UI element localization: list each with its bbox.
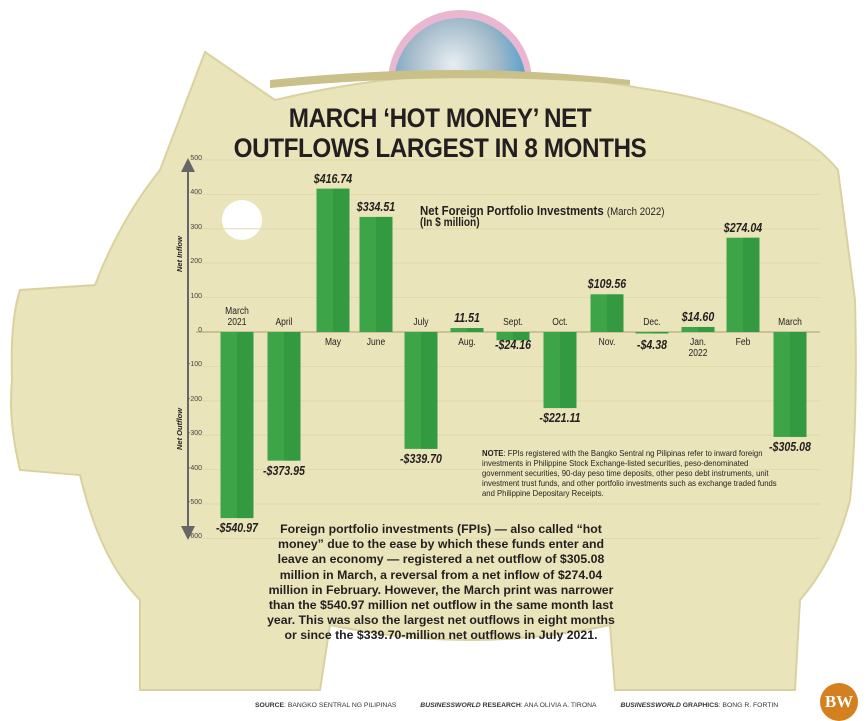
category-label: Sept. bbox=[503, 317, 523, 328]
data-label: $274.04 bbox=[723, 220, 763, 235]
y-tick-label: -300 bbox=[187, 430, 202, 438]
credits-footer: SOURCE: BANGKO SENTRAL NG PILIPINAS BUSI… bbox=[255, 702, 779, 709]
bar-shade bbox=[652, 332, 669, 334]
data-label: -$305.08 bbox=[769, 439, 811, 454]
category-label: Aug. bbox=[458, 337, 476, 348]
category-label: April bbox=[275, 317, 293, 328]
category-label: July bbox=[413, 317, 429, 328]
data-label: -$4.38 bbox=[636, 338, 668, 352]
y-tick-label: -400 bbox=[187, 464, 202, 472]
y-tick-label: -200 bbox=[187, 395, 202, 403]
bar-series bbox=[220, 188, 807, 519]
data-label: -$373.95 bbox=[263, 463, 305, 478]
page-title: MARCH ‘HOT MONEY’ NET OUTFLOWS LARGEST I… bbox=[233, 103, 647, 163]
y-label-net-inflow: Net Inflow bbox=[175, 236, 184, 272]
bar-shade bbox=[376, 216, 393, 332]
y-tick-label: 200 bbox=[190, 258, 202, 266]
bar-shade bbox=[284, 332, 301, 461]
y-tick-label: -500 bbox=[187, 499, 202, 506]
bar-shade bbox=[333, 188, 350, 332]
y-tick-label: 300 bbox=[190, 223, 202, 231]
chart-title: Net Foreign Portfolio Investments (March… bbox=[420, 203, 665, 218]
y-label-net-outflow: Net Outflow bbox=[175, 407, 184, 450]
category-label: March 2021 bbox=[225, 306, 249, 328]
data-label: $416.74 bbox=[313, 171, 353, 186]
bar-shade bbox=[790, 332, 807, 437]
data-label: -$24.16 bbox=[494, 338, 532, 352]
y-tick-label: 400 bbox=[190, 189, 202, 197]
bar-shade bbox=[560, 332, 577, 409]
bar-shade bbox=[743, 237, 760, 332]
bar-shade bbox=[467, 328, 484, 332]
chart-note: NOTE: FPIs registered with the Bangko Se… bbox=[482, 448, 777, 498]
y-tick-label: -100 bbox=[187, 361, 202, 369]
category-label: Nov. bbox=[598, 337, 616, 348]
data-label: -$339.70 bbox=[400, 451, 442, 466]
y-tick-label: -600 bbox=[187, 533, 202, 541]
y-tick-label: 0 bbox=[198, 327, 202, 334]
pig-eye bbox=[222, 200, 262, 240]
y-tick-label: 100 bbox=[190, 292, 202, 300]
chart-unit: (In $ million) bbox=[420, 217, 480, 229]
bar-shade bbox=[237, 332, 254, 519]
category-label: March bbox=[778, 317, 802, 328]
y-axis-arrow bbox=[181, 158, 195, 540]
category-label: Dec. bbox=[643, 317, 661, 328]
category-label: June bbox=[366, 337, 386, 348]
category-label: Oct. bbox=[552, 317, 568, 328]
y-tick-label: 500 bbox=[190, 155, 202, 162]
category-label: Jan. 2022 bbox=[688, 337, 708, 359]
summary-text: Foreign portfolio investments (FPIs) — a… bbox=[267, 522, 615, 643]
category-label: Feb bbox=[735, 337, 751, 348]
businessworld-logo: BW bbox=[820, 683, 858, 721]
bar-shade bbox=[513, 332, 530, 341]
data-label: $109.56 bbox=[587, 277, 627, 292]
data-label: $334.51 bbox=[356, 199, 396, 214]
category-label: May bbox=[324, 337, 342, 348]
data-label: -$221.11 bbox=[539, 411, 581, 426]
data-label: $14.60 bbox=[681, 309, 715, 324]
bar-shade bbox=[607, 294, 624, 332]
bar-shade bbox=[698, 326, 715, 332]
data-label: -$540.97 bbox=[216, 521, 258, 536]
data-label: 11.51 bbox=[454, 311, 480, 326]
bar-shade bbox=[421, 332, 438, 449]
